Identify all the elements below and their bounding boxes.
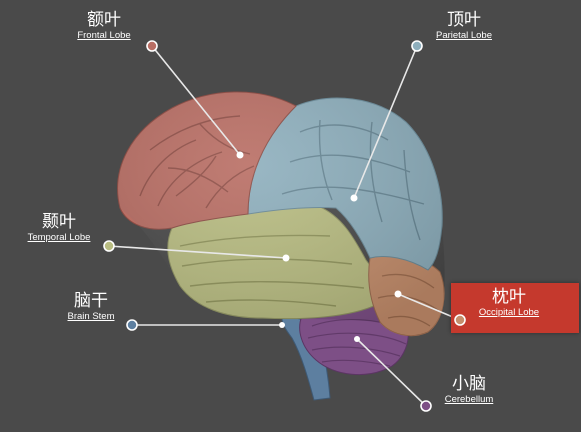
- cerebellum-label-en: Cerebellum: [444, 394, 494, 405]
- brainstem-label: 脑干 Brain Stem: [52, 291, 130, 323]
- parietal-leader-line: [353, 45, 418, 199]
- occipital-target-dot: [394, 290, 402, 298]
- occipital-label-zh: 枕叶: [492, 287, 526, 307]
- occipital-highlight-box: [451, 283, 579, 333]
- brainstem-target-dot: [279, 322, 285, 328]
- cerebellum-label: 小脑 Cerebellum: [428, 374, 510, 406]
- temporal-label-zh: 颞叶: [42, 212, 76, 232]
- frontal-label: 额叶 Frontal Lobe: [64, 10, 144, 42]
- frontal-label-en: Frontal Lobe: [77, 30, 131, 41]
- temporal-target-dot: [282, 254, 290, 262]
- cerebellum-target-dot: [354, 336, 360, 342]
- temporal-label: 颞叶 Temporal Lobe: [14, 212, 104, 244]
- parietal-label: 顶叶 Parietal Lobe: [424, 10, 504, 42]
- cerebellum-marker-dot: [420, 400, 432, 412]
- brainstem-marker-dot: [126, 319, 138, 331]
- brainstem-label-en: Brain Stem: [67, 311, 115, 322]
- frontal-label-zh: 额叶: [87, 10, 121, 30]
- temporal-label-en: Temporal Lobe: [27, 232, 91, 243]
- frontal-target-dot: [236, 151, 244, 159]
- occipital-label: 枕叶 Occipital Lobe: [464, 287, 554, 319]
- parietal-label-zh: 顶叶: [447, 10, 481, 30]
- parietal-marker-dot: [411, 40, 423, 52]
- brainstem-label-zh: 脑干: [74, 291, 108, 311]
- frontal-leader-line: [151, 45, 241, 156]
- cerebellum-label-zh: 小脑: [452, 374, 486, 394]
- parietal-target-dot: [350, 194, 358, 202]
- parietal-label-en: Parietal Lobe: [436, 30, 492, 41]
- occipital-label-en: Occipital Lobe: [478, 307, 540, 318]
- temporal-marker-dot: [103, 240, 115, 252]
- temporal-leader-line: [108, 245, 287, 259]
- frontal-marker-dot: [146, 40, 158, 52]
- occipital-marker-dot: [454, 314, 466, 326]
- cerebellum-leader-line: [356, 338, 427, 407]
- occipital-leader-line: [397, 293, 461, 321]
